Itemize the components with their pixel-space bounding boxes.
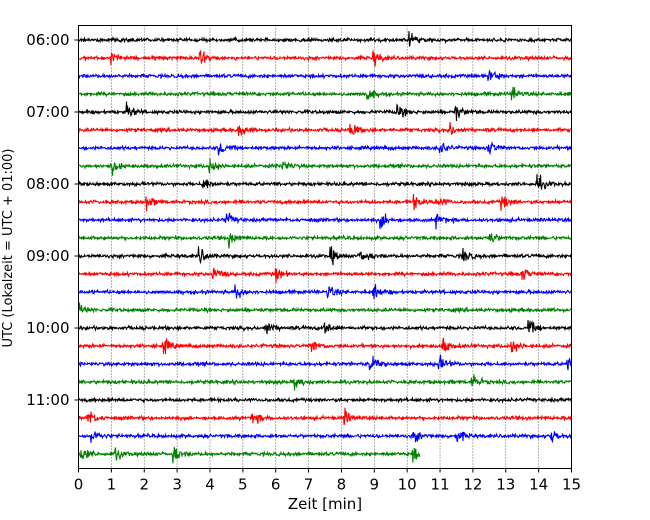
y-axis-label: UTC (Lokalzeit = UTC + 01:00) — [1, 149, 16, 348]
trace-line — [77, 140, 573, 156]
x-tick-label: 11 — [430, 476, 449, 494]
trace-line — [77, 193, 572, 212]
trace-line — [78, 174, 572, 190]
x-tick-label: 2 — [139, 476, 149, 494]
trace-line — [77, 121, 572, 137]
trace-line — [77, 233, 572, 249]
x-axis-ticks: 0 1 2 3 4 5 6 7 8 9 10 11 12 13 14 15 — [74, 468, 581, 494]
grid-lines — [111, 25, 539, 469]
x-tick-label: 1 — [107, 476, 117, 494]
trace-line — [77, 396, 573, 405]
trace-line — [77, 337, 572, 355]
trace-line — [78, 431, 572, 444]
y-tick-label: 06:00 — [26, 31, 69, 49]
x-tick-label: 12 — [463, 476, 482, 494]
trace-line — [78, 50, 572, 67]
trace-line — [78, 246, 573, 266]
trace-line — [77, 447, 421, 464]
x-tick-label: 9 — [370, 476, 380, 494]
trace-line — [78, 158, 572, 176]
x-tick-label: 3 — [172, 476, 182, 494]
y-axis-ticks: 06:00 07:00 08:00 09:00 10:00 11:00 — [26, 31, 79, 409]
seismic-traces — [77, 31, 573, 464]
trace-line — [77, 374, 572, 391]
x-axis-label: Zeit [min] — [288, 495, 362, 513]
x-tick-label: 14 — [529, 476, 548, 494]
trace-line — [77, 212, 572, 230]
x-tick-label: 0 — [74, 476, 84, 494]
y-tick-label: 08:00 — [26, 175, 69, 193]
plot-frame — [78, 25, 572, 469]
x-tick-label: 6 — [271, 476, 281, 494]
trace-line — [77, 302, 572, 314]
y-tick-label: 09:00 — [26, 247, 69, 265]
x-tick-label: 4 — [205, 476, 215, 494]
trace-line — [78, 267, 573, 284]
trace-line — [78, 407, 573, 425]
x-tick-label: 5 — [238, 476, 248, 494]
y-tick-label: 10:00 — [26, 319, 69, 337]
trace-line — [78, 354, 573, 371]
y-tick-label: 11:00 — [26, 391, 69, 409]
trace-line — [78, 101, 572, 122]
x-tick-label: 8 — [337, 476, 347, 494]
x-tick-label: 10 — [398, 476, 417, 494]
trace-line — [78, 284, 573, 300]
trace-line — [77, 31, 572, 47]
y-tick-label: 07:00 — [26, 103, 69, 121]
x-tick-label: 13 — [496, 476, 515, 494]
trace-line — [78, 86, 573, 101]
x-tick-label: 15 — [562, 476, 581, 494]
trace-line — [78, 69, 573, 81]
x-tick-label: 7 — [304, 476, 314, 494]
trace-line — [78, 320, 573, 335]
